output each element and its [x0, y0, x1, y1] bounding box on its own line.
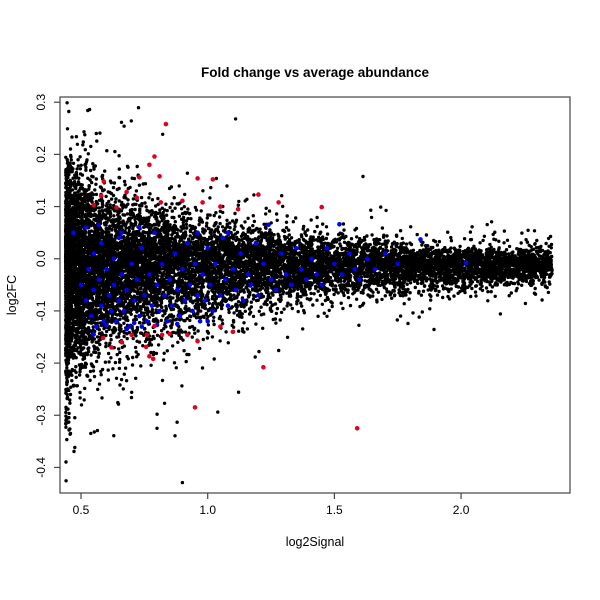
x-tick-label: 1.5 [326, 503, 343, 517]
y-tick-label: 0.2 [34, 146, 48, 163]
y-tick-label: -0.1 [34, 300, 48, 321]
x-tick-label: 1.0 [199, 503, 216, 517]
chart-title: Fold change vs average abundance [201, 65, 430, 80]
y-tick-label: 0.0 [34, 250, 48, 267]
y-axis-label: log2FC [5, 275, 19, 315]
x-axis-label: log2Signal [286, 535, 344, 549]
y-tick-label: -0.4 [34, 457, 48, 478]
axes: 0.5 1.0 1.5 2.0 0.3 0.2 0.1 0.0 -0.1 -0.2 -0.3 -0.4 [34, 94, 470, 517]
y-tick-label: -0.3 [34, 405, 48, 426]
scatter-points [64, 101, 554, 485]
x-tick-label: 0.5 [73, 503, 90, 517]
x-tick-label: 2.0 [453, 503, 470, 517]
y-tick-label: 0.3 [34, 94, 48, 111]
y-tick-label: 0.1 [34, 198, 48, 215]
y-tick-label: -0.2 [34, 352, 48, 373]
